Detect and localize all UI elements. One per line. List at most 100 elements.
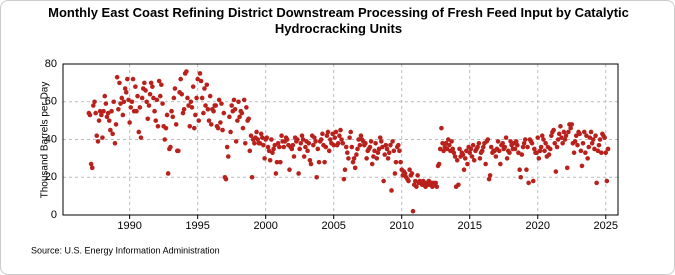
point [301, 154, 307, 159]
point [335, 140, 341, 146]
point [159, 82, 164, 88]
point [573, 133, 579, 139]
point [264, 135, 270, 140]
point [516, 150, 521, 156]
point [88, 161, 94, 167]
point [303, 144, 308, 150]
point [229, 103, 234, 108]
point [136, 129, 142, 135]
point [469, 154, 475, 159]
point [534, 150, 539, 156]
point [236, 99, 241, 105]
point [462, 156, 468, 161]
point [218, 120, 223, 125]
point [185, 95, 190, 101]
point [290, 142, 296, 148]
point [602, 135, 607, 140]
point [123, 90, 129, 95]
point [593, 133, 598, 139]
point [146, 103, 152, 108]
point [450, 146, 456, 152]
point [553, 169, 559, 174]
point [476, 140, 482, 146]
point [246, 116, 251, 122]
point [117, 80, 122, 86]
point [584, 133, 589, 139]
point [443, 140, 449, 146]
point [583, 150, 588, 156]
point [281, 144, 287, 150]
point [325, 129, 331, 135]
point [265, 144, 271, 150]
point [503, 135, 509, 140]
point [179, 91, 185, 97]
point [237, 114, 242, 120]
point [155, 123, 161, 129]
point [271, 146, 276, 152]
point [165, 171, 171, 176]
point [316, 159, 322, 165]
point [447, 142, 452, 148]
point [587, 135, 593, 140]
point [274, 159, 280, 165]
point [168, 144, 173, 150]
point [389, 188, 394, 193]
point [598, 150, 604, 156]
point [605, 146, 611, 152]
point [413, 178, 418, 184]
point [374, 156, 380, 161]
point [178, 76, 183, 82]
point [296, 171, 301, 176]
point [172, 86, 178, 91]
y-tick-label: 0 [51, 209, 57, 221]
point [464, 148, 469, 154]
point [547, 146, 553, 152]
point [407, 167, 412, 172]
point [538, 144, 544, 150]
point [348, 129, 354, 135]
point [208, 122, 214, 127]
point [398, 159, 403, 165]
point [467, 150, 473, 156]
point [134, 108, 139, 114]
point [101, 108, 106, 114]
point [414, 184, 419, 189]
point [322, 159, 327, 165]
point [549, 133, 554, 139]
point [496, 148, 502, 154]
point [135, 93, 140, 99]
point [323, 144, 329, 150]
point [138, 135, 144, 140]
point [354, 152, 359, 157]
point [504, 156, 510, 161]
y-axis-label: Thousand Barrels per Day [40, 82, 51, 199]
point [564, 165, 570, 171]
point [358, 133, 364, 139]
point [498, 161, 503, 167]
y-tick-label: 40 [45, 133, 57, 145]
point [479, 148, 485, 154]
point [440, 140, 445, 146]
point [89, 165, 95, 171]
point [444, 146, 450, 152]
point [393, 159, 399, 165]
point [152, 108, 157, 114]
point [275, 140, 281, 146]
point [206, 118, 212, 123]
point [189, 105, 195, 110]
point [449, 139, 454, 144]
point [148, 80, 154, 86]
point [486, 176, 492, 182]
point [187, 123, 193, 129]
point [385, 156, 391, 161]
point [297, 146, 302, 152]
point [312, 135, 317, 140]
point [339, 137, 344, 142]
point [114, 74, 120, 80]
point [558, 123, 563, 129]
point [369, 161, 375, 167]
point [249, 174, 255, 180]
point [247, 148, 253, 154]
point [205, 107, 211, 112]
point [577, 131, 582, 137]
